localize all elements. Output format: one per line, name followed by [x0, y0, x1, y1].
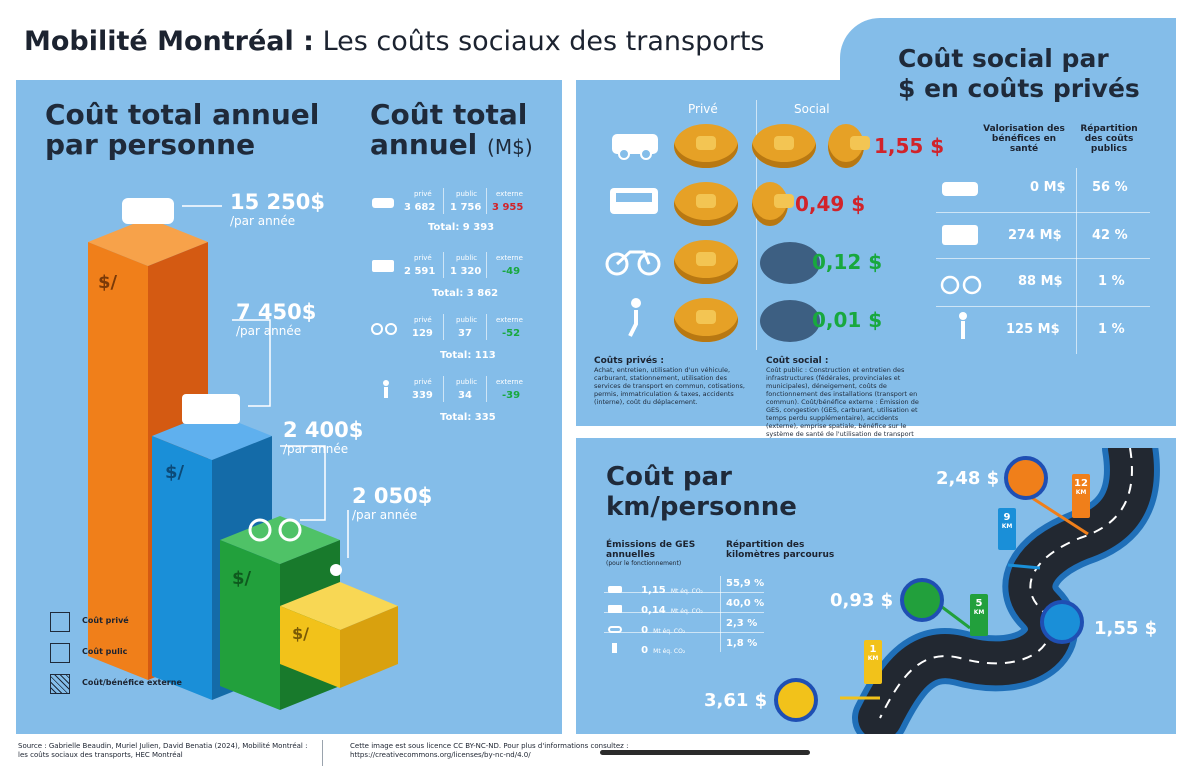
piggy-bank-icon — [760, 242, 820, 284]
car-icon — [612, 134, 658, 160]
bar-walk-side — [340, 606, 398, 688]
bus-cost-pin — [1040, 600, 1084, 644]
annual-row-bike: privé public externe 129 37 -52 Total: 1… — [370, 312, 540, 362]
social-cost-header-tab — [840, 18, 1176, 88]
coin-icon — [674, 298, 738, 342]
ges-row-walk: 0 Mt éq. CO₂ 1,8 % — [608, 638, 768, 657]
ges-row-bike: 0 Mt éq. CO₂ 2,3 % — [608, 618, 768, 637]
annual-per-person-heading: Coût total annuel par personne — [45, 98, 320, 161]
walk-icon — [383, 380, 389, 398]
social-value-walk: 0,01 $ — [812, 308, 883, 332]
bike-icon — [940, 275, 982, 295]
col-repartition-header: Répartition des coûts publics — [1080, 124, 1138, 154]
car-icon — [372, 198, 394, 208]
bike-cost-pin — [900, 578, 944, 622]
coin-icon — [674, 124, 738, 168]
km-cost-bike: 0,93 $ — [830, 590, 894, 611]
cost-per-km-heading: Coût par km/personne — [606, 462, 797, 522]
legend-swatch-public — [50, 643, 70, 663]
bike-icon — [605, 250, 661, 276]
bike-icon — [371, 323, 397, 335]
annual-row-car: privé public externe 3 682 1 756 3 955 T… — [370, 186, 540, 236]
source-citation: Source : Gabrielle Beaudin, Muriel Julie… — [18, 742, 308, 759]
bus-icon — [182, 394, 240, 424]
bar-bike-front — [220, 540, 280, 710]
private-costs-definition: Coûts privés : Achat, entretien, utilisa… — [594, 356, 745, 406]
health-value-bike: 88 M$ — [1018, 274, 1063, 289]
coin-icon — [674, 240, 738, 284]
health-value-bus: 274 M$ — [1008, 228, 1062, 243]
km-cost-car: 2,48 $ — [936, 468, 1000, 489]
piggy-bank-icon — [760, 300, 820, 342]
walk-cost-pin — [774, 678, 818, 722]
ges-header: Émissions de GES annuelles (pour le fonc… — [606, 540, 696, 567]
coin-icon — [828, 124, 870, 168]
bar-walk-top — [280, 582, 398, 630]
km-share-header: Répartition des kilomètres parcourus — [726, 540, 835, 560]
legend-label-public: Coût pulic — [82, 647, 128, 656]
bus-icon — [372, 260, 394, 272]
col-valorisation-header: Valorisation des bénéfices en santé — [983, 124, 1065, 154]
walk-icon — [628, 298, 641, 337]
social-cost-heading: Coût social par $ en coûts privés — [898, 44, 1140, 103]
legend-label-private: Coût privé — [82, 616, 129, 625]
bar-label-bike: 2 400$ /par année — [283, 418, 364, 456]
bar-symbol-bus: $/ — [165, 462, 185, 483]
annual-total-heading: Coût total annuel (M$) — [370, 98, 533, 161]
bus-icon — [942, 225, 978, 245]
bar-label-walk: 2 050$ /par année — [352, 484, 433, 522]
car-cost-pin — [1004, 456, 1048, 500]
social-value-car: 1,55 $ — [874, 134, 945, 158]
public-share-bike: 1 % — [1098, 274, 1125, 289]
page-title: Mobilité Montréal : Les coûts sociaux de… — [24, 26, 765, 57]
coin-icon — [752, 124, 816, 168]
legend-swatch-external — [50, 674, 70, 694]
bar-symbol-car: $/ — [98, 272, 118, 293]
bar-car-front — [88, 242, 148, 680]
km-marker-1: 1 KM — [864, 640, 882, 684]
car-icon — [608, 586, 622, 593]
walk-icon — [330, 564, 342, 576]
col-social-label: Social — [794, 102, 830, 116]
bar-walk-front — [280, 606, 340, 688]
coin-icon — [674, 182, 738, 226]
km-cost-bus: 1,55 $ — [1094, 618, 1158, 639]
bar-symbol-walk: $/ — [292, 624, 309, 643]
scroll-indicator[interactable] — [600, 750, 810, 755]
walk-icon — [959, 312, 967, 339]
social-value-bike: 0,12 $ — [812, 250, 883, 274]
social-cost-definition: Coût social : Coût public : Construction… — [766, 356, 919, 446]
car-icon — [942, 182, 978, 196]
annual-row-walk: privé public externe 339 34 -39 Total: 3… — [370, 374, 540, 424]
ges-row-car: 1,15 Mt éq. CO₂ 55,9 % — [608, 578, 768, 597]
bar-label-car: 15 250$ /par année — [230, 190, 325, 228]
ges-row-bus: 0,14 Mt éq. CO₂ 40,0 % — [608, 598, 768, 617]
km-marker-9: 9 KM — [998, 508, 1016, 550]
public-share-walk: 1 % — [1098, 322, 1125, 337]
bike-icon — [608, 626, 622, 633]
annual-row-bus: privé public externe 2 591 1 320 -49 Tot… — [370, 250, 540, 300]
coin-icon — [752, 182, 794, 226]
public-share-bus: 42 % — [1092, 228, 1128, 243]
km-marker-5: 5 KM — [970, 594, 988, 636]
license-notice: Cette image est sous licence CC BY-NC-ND… — [350, 742, 629, 759]
bus-icon — [610, 188, 658, 214]
bar-leader-lines — [182, 205, 349, 558]
km-marker-12: 12 KM — [1072, 474, 1090, 518]
bar-bus-front — [152, 436, 212, 700]
health-value-car: 0 M$ — [1030, 180, 1066, 195]
col-prive-label: Privé — [688, 102, 718, 116]
bike-icon — [248, 518, 272, 542]
km-cost-walk: 3,61 $ — [704, 690, 768, 711]
bar-symbol-bike: $/ — [232, 568, 252, 589]
legend-swatch-private — [50, 612, 70, 632]
per-person-bar-chart — [88, 198, 398, 710]
walk-icon — [612, 643, 617, 653]
legend-label-external: Coût/bénéfice externe — [82, 678, 182, 687]
bus-icon — [608, 605, 622, 613]
public-share-car: 56 % — [1092, 180, 1128, 195]
health-value-walk: 125 M$ — [1006, 322, 1060, 337]
social-value-bus: 0,49 $ — [795, 192, 866, 216]
car-icon — [122, 198, 174, 224]
